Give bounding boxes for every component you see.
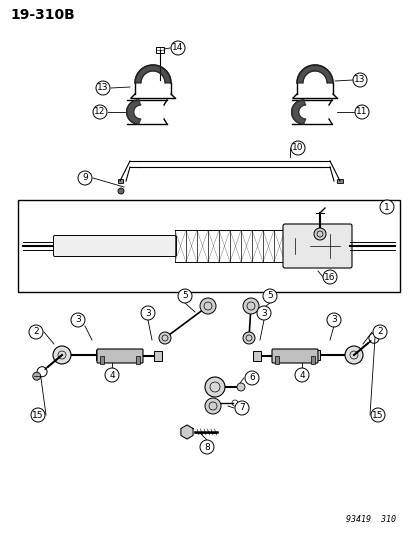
Text: 15: 15 xyxy=(372,410,384,419)
Text: 5: 5 xyxy=(267,292,273,301)
Circle shape xyxy=(327,313,341,327)
Circle shape xyxy=(237,383,245,391)
Circle shape xyxy=(33,372,41,380)
Circle shape xyxy=(205,398,221,414)
Text: 8: 8 xyxy=(204,442,210,451)
Circle shape xyxy=(200,298,216,314)
Text: 93419  310: 93419 310 xyxy=(346,515,396,524)
Circle shape xyxy=(380,200,394,214)
FancyBboxPatch shape xyxy=(283,224,352,268)
FancyBboxPatch shape xyxy=(54,236,176,256)
Text: 19-310B: 19-310B xyxy=(10,8,75,22)
Bar xyxy=(118,179,123,183)
Text: 2: 2 xyxy=(377,327,383,336)
Circle shape xyxy=(53,346,71,364)
Circle shape xyxy=(243,332,255,344)
Text: 3: 3 xyxy=(75,316,81,325)
Text: 13: 13 xyxy=(354,76,366,85)
Text: 2: 2 xyxy=(33,327,39,336)
Circle shape xyxy=(93,105,107,119)
Text: 7: 7 xyxy=(239,403,245,413)
Circle shape xyxy=(295,368,309,382)
Bar xyxy=(18,200,400,292)
Circle shape xyxy=(141,306,155,320)
Polygon shape xyxy=(135,65,171,83)
Circle shape xyxy=(345,346,363,364)
Bar xyxy=(275,356,279,364)
Text: 3: 3 xyxy=(145,309,151,318)
Circle shape xyxy=(375,330,383,338)
Text: 12: 12 xyxy=(94,108,106,117)
Text: 11: 11 xyxy=(356,108,368,117)
Text: 15: 15 xyxy=(32,410,44,419)
Text: 13: 13 xyxy=(97,84,109,93)
Circle shape xyxy=(243,298,259,314)
Polygon shape xyxy=(297,65,333,83)
Polygon shape xyxy=(181,425,193,439)
Text: 14: 14 xyxy=(172,44,184,52)
Text: 9: 9 xyxy=(82,174,88,182)
Circle shape xyxy=(78,171,92,185)
Circle shape xyxy=(159,332,171,344)
Circle shape xyxy=(263,289,277,303)
Text: 4: 4 xyxy=(299,370,305,379)
Text: 5: 5 xyxy=(182,292,188,301)
Bar xyxy=(136,356,140,364)
Circle shape xyxy=(314,228,326,240)
Circle shape xyxy=(31,408,45,422)
Bar xyxy=(100,356,104,364)
Circle shape xyxy=(200,440,214,454)
Circle shape xyxy=(118,188,124,194)
Circle shape xyxy=(371,408,385,422)
Polygon shape xyxy=(292,100,306,124)
Text: 16: 16 xyxy=(324,272,336,281)
Bar xyxy=(312,350,320,360)
Circle shape xyxy=(178,289,192,303)
Circle shape xyxy=(373,325,387,339)
Bar xyxy=(156,47,164,53)
Circle shape xyxy=(355,105,369,119)
Circle shape xyxy=(29,325,43,339)
Circle shape xyxy=(171,41,185,55)
Circle shape xyxy=(291,141,305,155)
Text: 6: 6 xyxy=(249,374,255,383)
Text: 4: 4 xyxy=(109,370,115,379)
Bar xyxy=(154,351,162,361)
Circle shape xyxy=(205,377,225,397)
Circle shape xyxy=(245,371,259,385)
Text: 3: 3 xyxy=(261,309,267,318)
FancyBboxPatch shape xyxy=(272,349,318,363)
Text: 1: 1 xyxy=(384,203,390,212)
Circle shape xyxy=(96,81,110,95)
Bar xyxy=(96,350,104,360)
Text: 3: 3 xyxy=(331,316,337,325)
Polygon shape xyxy=(127,100,141,124)
FancyBboxPatch shape xyxy=(97,349,143,363)
Circle shape xyxy=(323,270,337,284)
Circle shape xyxy=(71,313,85,327)
Text: 10: 10 xyxy=(292,143,304,152)
Bar xyxy=(311,356,315,364)
Circle shape xyxy=(353,73,367,87)
Circle shape xyxy=(235,401,249,415)
Circle shape xyxy=(257,306,271,320)
Bar xyxy=(253,351,261,361)
Bar xyxy=(337,179,343,183)
Circle shape xyxy=(105,368,119,382)
